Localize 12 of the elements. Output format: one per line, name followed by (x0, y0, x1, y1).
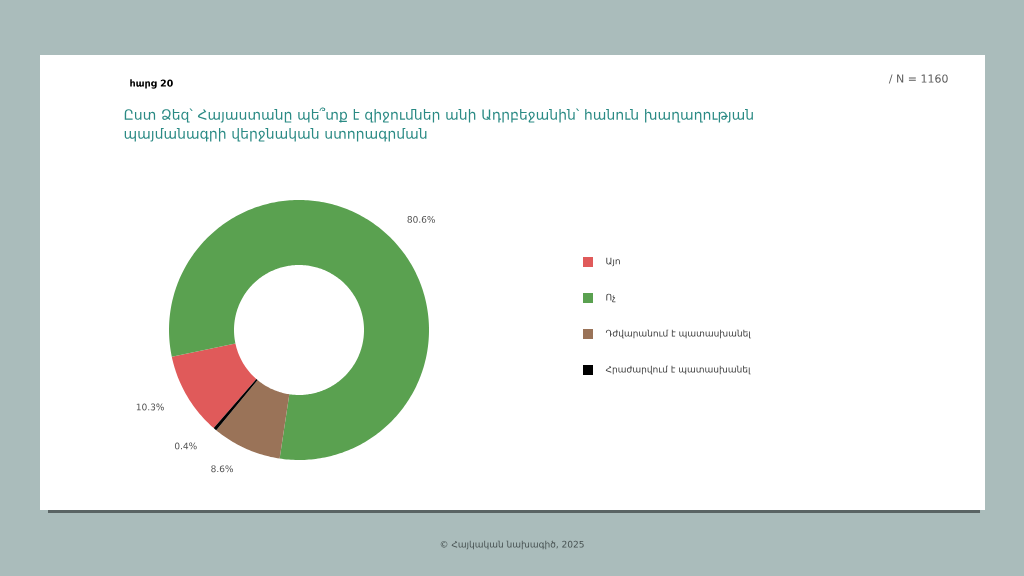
data-label: 10.3% (136, 403, 164, 411)
legend-label: Ոչ (606, 293, 616, 303)
text: / N = 1160 (888, 74, 948, 84)
chart-subtitle: հարց 20 (130, 79, 173, 89)
data-label: 80.6% (407, 216, 435, 223)
data-label: 0.4% (174, 442, 197, 450)
legend-label: Այո (606, 257, 620, 267)
legend-label: Հրաժարվում է պատասխանել (605, 365, 751, 375)
chart-title: Ըստ Ձեզ՝ Հայաստանը պե՞տք է զիջումներ անի Ադրբեջանին՝ հանուն խաղաղության պայմանագրի վերջնական ստորագրման (124, 107, 753, 142)
legend-label: Դժվարանում է պատասխանել (605, 329, 752, 339)
text: © Հայկական նախագիծ, 2025 (440, 540, 584, 550)
data-label: 8.6% (211, 465, 233, 473)
